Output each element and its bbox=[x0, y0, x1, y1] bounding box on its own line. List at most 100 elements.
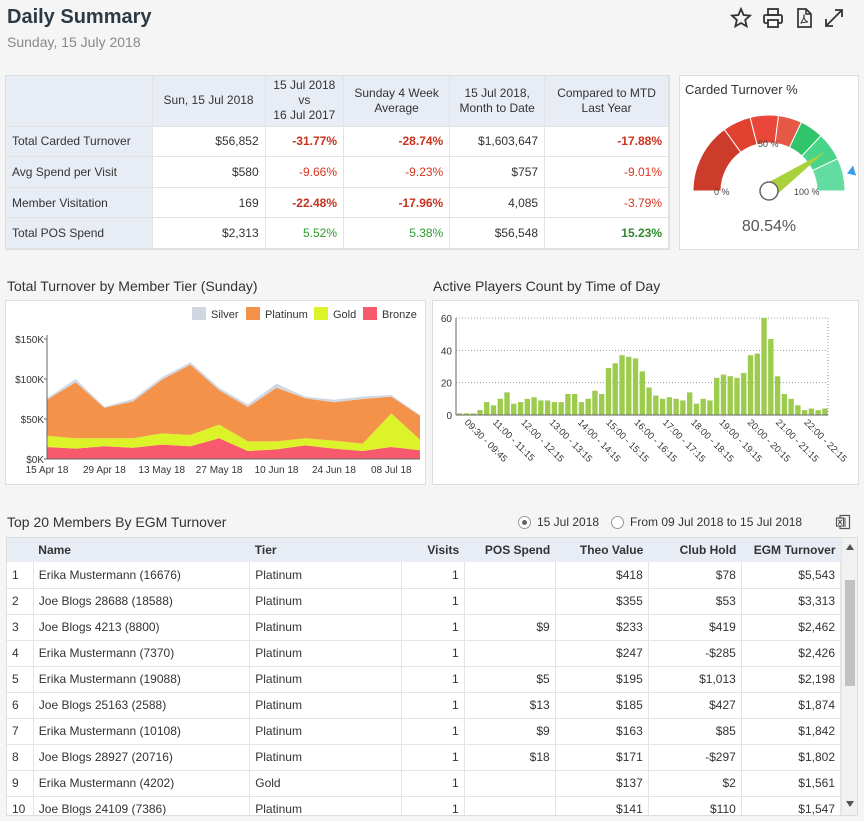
summary-cell: 5.52% bbox=[265, 217, 345, 249]
bar bbox=[585, 398, 591, 415]
table-cell: $3,313 bbox=[741, 588, 842, 615]
table-cell: 1 bbox=[401, 770, 465, 797]
print-icon[interactable] bbox=[762, 7, 784, 29]
y-tick-label: $100K bbox=[15, 375, 44, 386]
table-cell: 1 bbox=[401, 562, 465, 589]
table-cell: $53 bbox=[648, 588, 742, 615]
summary-col-header-line: Sun, 15 Jul 2018 bbox=[163, 93, 254, 108]
table-cell bbox=[464, 770, 556, 797]
table-cell: $13 bbox=[464, 692, 556, 719]
table-cell: $5,543 bbox=[741, 562, 842, 589]
summary-col-header: Sun, 15 Jul 2018 bbox=[152, 76, 266, 127]
table-cell bbox=[464, 796, 556, 815]
members-col-header[interactable]: Theo Value bbox=[555, 538, 649, 562]
table-row[interactable]: 7 Erika Mustermann (10108) Platinum 1 $9 $163… bbox=[7, 718, 842, 745]
table-cell: 9 bbox=[7, 770, 34, 797]
table-cell: 4 bbox=[7, 640, 34, 667]
summary-col-header-line: Month to Date bbox=[459, 100, 535, 115]
members-title: Top 20 Members By EGM Turnover bbox=[7, 514, 227, 530]
table-cell: 1 bbox=[401, 640, 465, 667]
area-series-platinum bbox=[47, 364, 420, 444]
table-row[interactable]: 6 Joe Blogs 25163 (2588) Platinum 1 $13 $185 $… bbox=[7, 692, 842, 719]
table-cell: Joe Blogs 28688 (18588) bbox=[33, 588, 251, 615]
radio-unselected-icon[interactable] bbox=[611, 515, 624, 529]
gauge-target-marker bbox=[847, 165, 857, 176]
table-row[interactable]: 4 Erika Mustermann (7370) Platinum 1 $247 -$2… bbox=[7, 640, 842, 667]
table-cell: Joe Blogs 25163 (2588) bbox=[33, 692, 251, 719]
table-cell: Erika Mustermann (16676) bbox=[33, 562, 251, 589]
table-cell: 1 bbox=[401, 744, 465, 771]
bar bbox=[457, 413, 463, 415]
table-cell: Platinum bbox=[249, 744, 402, 771]
legend-label: Silver bbox=[211, 309, 239, 321]
scroll-down-icon[interactable] bbox=[845, 800, 855, 808]
table-cell: $2 bbox=[648, 770, 742, 797]
table-cell: $355 bbox=[555, 588, 649, 615]
members-col-header[interactable] bbox=[7, 538, 34, 562]
bar bbox=[626, 356, 632, 415]
members-col-header[interactable]: Tier bbox=[249, 538, 402, 562]
export-excel-icon[interactable] bbox=[835, 514, 851, 530]
table-cell: $2,426 bbox=[741, 640, 842, 667]
bar bbox=[477, 410, 483, 415]
scroll-thumb[interactable] bbox=[845, 580, 855, 686]
members-col-header[interactable]: POS Spend bbox=[464, 538, 556, 562]
x-tick-label: 10 Jun 18 bbox=[255, 465, 299, 476]
table-cell: 6 bbox=[7, 692, 34, 719]
summary-corner bbox=[6, 76, 153, 127]
pdf-icon[interactable] bbox=[793, 7, 815, 29]
legend-swatch bbox=[314, 307, 328, 320]
table-cell: $85 bbox=[648, 718, 742, 745]
bar bbox=[720, 374, 727, 415]
summary-row: Total Carded Turnover $56,852 -31.77% -28.7… bbox=[6, 126, 669, 158]
bar bbox=[484, 402, 490, 415]
table-cell: Platinum bbox=[249, 640, 402, 667]
members-col-header[interactable]: Visits bbox=[401, 538, 465, 562]
table-row[interactable]: 5 Erika Mustermann (19088) Platinum 1 $5 $195… bbox=[7, 666, 842, 693]
members-scrollbar[interactable] bbox=[841, 538, 857, 815]
bar bbox=[511, 403, 517, 415]
bar bbox=[795, 405, 801, 415]
scroll-up-icon[interactable] bbox=[845, 543, 855, 551]
filter-day-label: 15 Jul 2018 bbox=[537, 515, 600, 529]
summary-cell: -28.74% bbox=[343, 126, 451, 158]
table-row[interactable]: 3 Joe Blogs 4213 (8800) Platinum 1 $9 $233 $41… bbox=[7, 614, 842, 641]
table-row[interactable]: 9 Erika Mustermann (4202) Gold 1 $137 $2 $1,56… bbox=[7, 770, 842, 797]
bar bbox=[612, 363, 618, 415]
filter-day-radio[interactable]: 15 Jul 2018 bbox=[518, 515, 599, 529]
x-tick-label: 08 Jul 18 bbox=[371, 465, 412, 476]
table-row[interactable]: 2 Joe Blogs 28688 (18588) Platinum 1 $355 $53… bbox=[7, 588, 842, 615]
radio-selected-icon[interactable] bbox=[518, 515, 531, 529]
bar bbox=[463, 413, 470, 415]
table-cell: $171 bbox=[555, 744, 649, 771]
bar bbox=[531, 397, 537, 415]
bar bbox=[470, 413, 476, 415]
summary-row-label: Total POS Spend bbox=[6, 217, 153, 249]
table-row[interactable]: 8 Joe Blogs 28927 (20716) Platinum 1 $18 $171… bbox=[7, 744, 842, 771]
members-col-header[interactable]: Name bbox=[33, 538, 250, 562]
summary-cell: -17.88% bbox=[544, 126, 669, 158]
filter-week-radio[interactable]: From 09 Jul 2018 to 15 Jul 2018 bbox=[611, 515, 802, 529]
table-cell: $110 bbox=[648, 796, 742, 815]
table-row[interactable]: 10 Joe Blogs 24109 (7386) Platinum 1 $141 $11… bbox=[7, 796, 842, 815]
gauge-value: 80.54% bbox=[741, 218, 797, 235]
star-icon[interactable] bbox=[730, 7, 752, 29]
y-tick-label: $0K bbox=[26, 455, 44, 466]
table-cell bbox=[464, 640, 556, 667]
x-tick-label: 13 May 18 bbox=[138, 465, 185, 476]
members-col-header[interactable]: EGM Turnover bbox=[741, 538, 841, 562]
table-row[interactable]: 1 Erika Mustermann (16676) Platinum 1 $418 $7… bbox=[7, 562, 842, 589]
summary-col-header: Compared to MTD Last Year bbox=[544, 76, 669, 127]
tier-chart-svg: $0K $50K $100K $150K 15 Apr 18 29 Apr 18 13 Ma… bbox=[15, 307, 420, 476]
area-series-gold bbox=[47, 413, 420, 451]
members-col-header[interactable]: Club Hold bbox=[648, 538, 742, 562]
table-cell: $78 bbox=[648, 562, 742, 589]
bar bbox=[504, 392, 510, 415]
summary-cell: 169 bbox=[152, 187, 266, 219]
table-cell: $9 bbox=[464, 614, 556, 641]
summary-cell: -3.79% bbox=[544, 187, 669, 219]
table-cell: 1 bbox=[401, 718, 465, 745]
table-cell: $185 bbox=[555, 692, 649, 719]
legend-swatch bbox=[246, 307, 260, 320]
expand-icon[interactable] bbox=[823, 7, 845, 29]
